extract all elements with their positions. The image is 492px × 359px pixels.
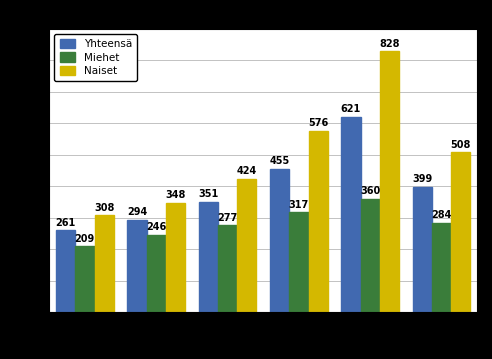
Bar bbox=[237, 179, 256, 312]
Bar bbox=[361, 199, 380, 312]
Bar bbox=[413, 187, 432, 312]
Text: 277: 277 bbox=[217, 213, 238, 223]
Bar bbox=[308, 131, 328, 312]
Text: 284: 284 bbox=[431, 210, 452, 220]
Bar bbox=[218, 225, 237, 312]
Bar bbox=[75, 247, 94, 312]
Text: 621: 621 bbox=[341, 104, 361, 114]
Bar bbox=[147, 235, 166, 312]
Bar bbox=[56, 230, 75, 312]
Bar bbox=[289, 213, 308, 312]
Bar bbox=[380, 51, 399, 312]
Text: 576: 576 bbox=[308, 118, 328, 128]
Text: 294: 294 bbox=[127, 207, 147, 217]
Legend: Yhteensä, Miehet, Naiset: Yhteensä, Miehet, Naiset bbox=[55, 34, 137, 81]
Text: 261: 261 bbox=[56, 218, 76, 228]
Bar bbox=[451, 152, 470, 312]
Bar bbox=[199, 202, 218, 312]
Text: Työmatkatapaturmia 100 000 palkansaajaa kohden: Työmatkatapaturmia 100 000 palkansaajaa … bbox=[49, 15, 336, 25]
Text: 360: 360 bbox=[360, 186, 380, 196]
Text: 828: 828 bbox=[379, 39, 400, 49]
Bar bbox=[270, 169, 289, 312]
Bar bbox=[94, 215, 114, 312]
Bar bbox=[166, 203, 185, 312]
X-axis label: Ikä: Ikä bbox=[255, 333, 271, 343]
Bar bbox=[432, 223, 451, 312]
Bar bbox=[341, 117, 361, 312]
Text: 317: 317 bbox=[289, 200, 309, 210]
Text: 308: 308 bbox=[94, 203, 114, 213]
Text: 246: 246 bbox=[146, 222, 166, 232]
Bar bbox=[127, 220, 147, 312]
Text: 348: 348 bbox=[165, 190, 185, 200]
Text: 508: 508 bbox=[451, 140, 471, 150]
Text: 209: 209 bbox=[75, 234, 95, 244]
Text: 424: 424 bbox=[237, 166, 257, 176]
Text: 399: 399 bbox=[412, 174, 432, 184]
Text: 351: 351 bbox=[198, 189, 218, 199]
Text: 455: 455 bbox=[270, 157, 290, 167]
